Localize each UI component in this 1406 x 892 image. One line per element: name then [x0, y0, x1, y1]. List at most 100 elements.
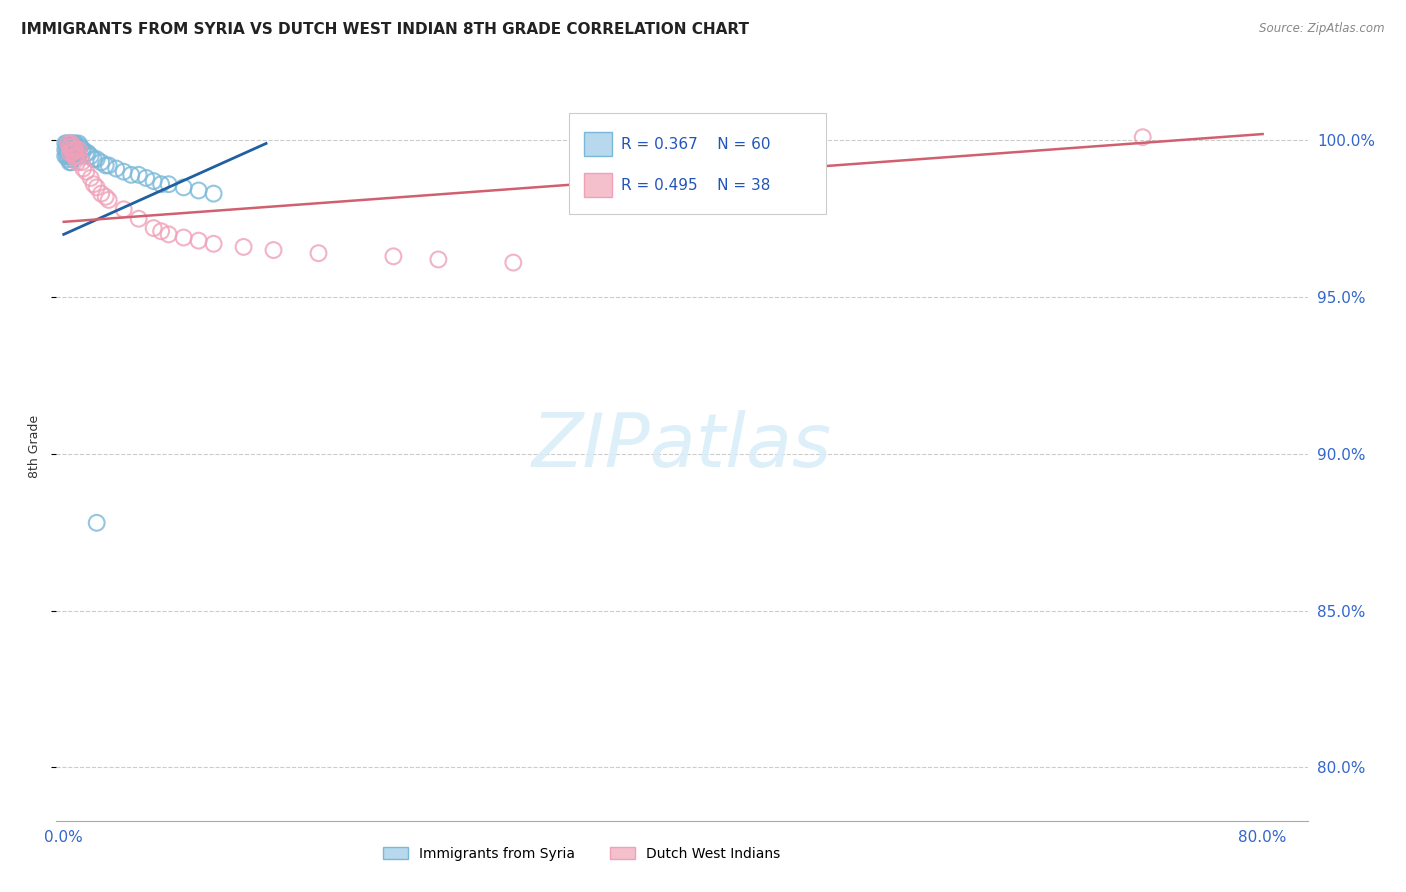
Point	[60, 143, 83, 157]
Point	[67, 143, 90, 157]
Point	[60, 149, 83, 163]
Y-axis label: 8th Grade: 8th Grade	[28, 415, 41, 477]
Point	[94, 190, 117, 204]
Point	[112, 164, 135, 178]
Point	[59, 136, 82, 151]
Point	[187, 234, 209, 248]
Point	[128, 168, 150, 182]
Point	[66, 145, 89, 160]
Point	[59, 145, 82, 160]
Point	[58, 143, 80, 157]
Point	[58, 139, 80, 153]
Text: IMMIGRANTS FROM SYRIA VS DUTCH WEST INDIAN 8TH GRADE CORRELATION CHART: IMMIGRANTS FROM SYRIA VS DUTCH WEST INDI…	[21, 22, 749, 37]
Point	[80, 170, 103, 185]
Text: R = 0.367    N = 60: R = 0.367 N = 60	[620, 136, 770, 152]
Point	[62, 152, 84, 166]
Point	[382, 249, 405, 263]
Point	[112, 202, 135, 217]
Point	[502, 255, 524, 269]
Point	[97, 193, 120, 207]
Point	[60, 136, 83, 151]
Text: R = 0.495    N = 38: R = 0.495 N = 38	[620, 178, 770, 193]
Point	[55, 149, 77, 163]
Point	[67, 143, 90, 157]
Point	[55, 139, 77, 153]
Point	[94, 158, 117, 172]
Point	[308, 246, 330, 260]
Point	[58, 136, 80, 151]
Point	[65, 136, 87, 151]
Point	[59, 155, 82, 169]
Point	[232, 240, 254, 254]
Point	[62, 145, 84, 160]
Point	[62, 136, 84, 151]
Point	[58, 145, 80, 160]
Text: Source: ZipAtlas.com: Source: ZipAtlas.com	[1260, 22, 1385, 36]
Point	[60, 155, 83, 169]
Point	[263, 243, 285, 257]
Point	[55, 143, 77, 157]
Point	[90, 155, 112, 169]
Point	[66, 139, 89, 153]
Point	[62, 139, 84, 153]
Point	[157, 178, 180, 192]
Point	[72, 161, 94, 176]
Point	[59, 139, 82, 153]
Point	[69, 139, 91, 153]
Point	[60, 139, 83, 153]
Point	[72, 143, 94, 157]
Point	[173, 230, 195, 244]
Point	[202, 186, 225, 201]
Point	[86, 152, 108, 166]
Point	[65, 143, 87, 157]
Point	[128, 211, 150, 226]
Point	[66, 155, 89, 169]
Point	[90, 186, 112, 201]
Point	[202, 236, 225, 251]
Point	[157, 227, 180, 242]
Point	[58, 136, 80, 151]
Point	[55, 136, 77, 151]
Point	[62, 145, 84, 160]
Point	[76, 145, 98, 160]
Point	[59, 145, 82, 160]
Point	[67, 149, 90, 163]
Point	[65, 149, 87, 163]
Point	[59, 139, 82, 153]
Point	[65, 143, 87, 157]
Point	[75, 164, 97, 178]
Point	[63, 143, 86, 157]
FancyBboxPatch shape	[569, 112, 825, 214]
Point	[63, 149, 86, 163]
FancyBboxPatch shape	[585, 173, 612, 197]
Point	[150, 178, 173, 192]
Point	[80, 149, 103, 163]
Point	[58, 152, 80, 166]
Point	[105, 161, 128, 176]
Point	[59, 149, 82, 163]
Point	[60, 143, 83, 157]
Point	[120, 168, 142, 182]
Point	[142, 174, 165, 188]
Point	[67, 136, 90, 151]
FancyBboxPatch shape	[585, 132, 612, 156]
Point	[53, 149, 76, 163]
Point	[70, 155, 93, 169]
Point	[59, 143, 82, 157]
Point	[150, 224, 173, 238]
Legend: Immigrants from Syria, Dutch West Indians: Immigrants from Syria, Dutch West Indian…	[378, 841, 786, 866]
Point	[62, 139, 84, 153]
Point	[67, 149, 90, 163]
Point	[86, 180, 108, 194]
Point	[60, 136, 83, 151]
Point	[83, 152, 105, 166]
Point	[63, 143, 86, 157]
Point	[97, 158, 120, 172]
Point	[53, 143, 76, 157]
Point	[187, 184, 209, 198]
Point	[70, 143, 93, 157]
Text: ZIPatlas: ZIPatlas	[531, 410, 832, 482]
Point	[173, 180, 195, 194]
Point	[86, 516, 108, 530]
Point	[142, 221, 165, 235]
